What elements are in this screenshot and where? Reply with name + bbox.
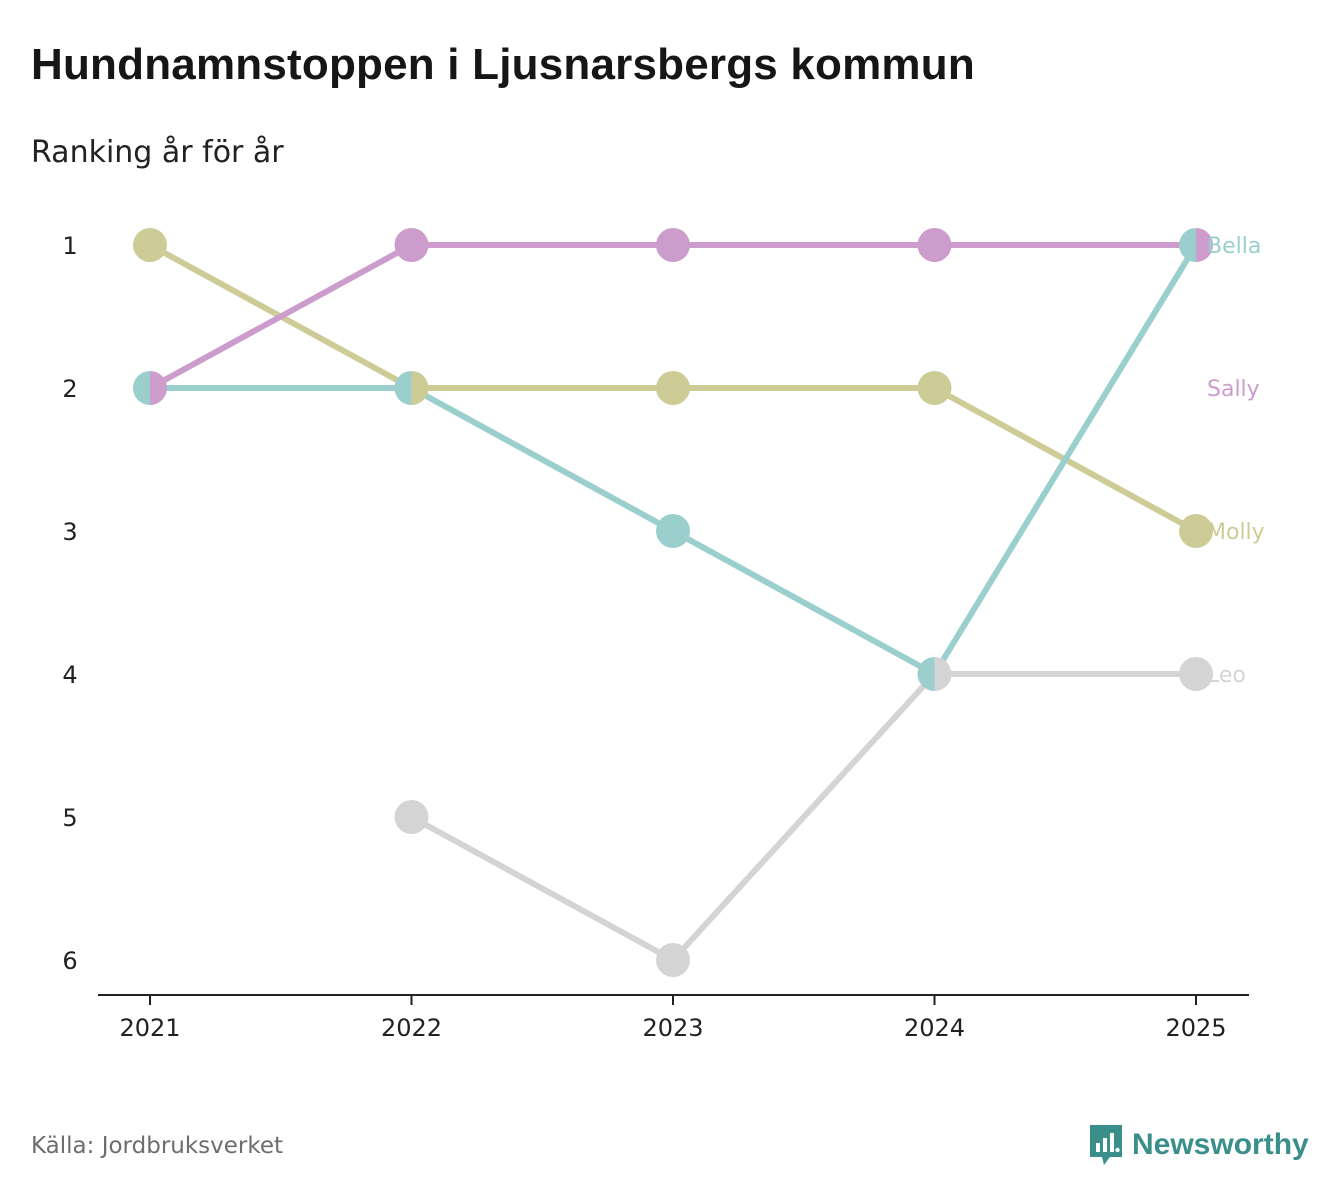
series-sally (147, 242, 1199, 391)
y-tick-label: 6 (62, 947, 77, 975)
series-line-bella (408, 385, 676, 534)
end-label-bella: Bella (1207, 234, 1261, 259)
point-molly[interactable] (917, 371, 952, 405)
brand-name: Newsworthy (1132, 1128, 1309, 1161)
point-sally[interactable] (656, 228, 690, 262)
x-tick-label: 2022 (381, 1014, 442, 1042)
point-sally[interactable] (917, 228, 952, 262)
x-tick-label: 2024 (904, 1014, 965, 1042)
point-bella[interactable] (656, 514, 690, 548)
end-label-sally: Sally (1207, 377, 1260, 402)
end-labels: Bella Sally Molly Leo (1207, 234, 1265, 688)
series-line-leo (408, 814, 676, 963)
end-label-leo: Leo (1207, 663, 1246, 688)
point-sally[interactable] (1196, 228, 1213, 262)
point-molly[interactable] (133, 228, 167, 262)
source-note: Källa: Jordbruksverket (31, 1133, 284, 1159)
series-bella (147, 242, 1199, 677)
brand-logo[interactable]: Newsworthy (1088, 1122, 1309, 1168)
series-line-leo (670, 671, 938, 963)
series-line-bella (931, 242, 1199, 677)
point-molly[interactable] (1179, 514, 1213, 548)
point-sally[interactable] (394, 228, 429, 262)
x-tick-label: 2021 (119, 1014, 180, 1042)
series-layer (133, 228, 1213, 977)
point-sally[interactable] (150, 371, 167, 405)
y-tick-label: 4 (62, 661, 77, 689)
point-bella[interactable] (917, 657, 935, 691)
point-leo[interactable] (394, 800, 429, 834)
point-molly[interactable] (411, 371, 429, 405)
point-bella[interactable] (133, 371, 150, 405)
x-axis: 2021 2022 2023 2024 2025 (98, 994, 1249, 1042)
end-label-molly: Molly (1207, 520, 1265, 545)
y-tick-label: 3 (62, 518, 77, 546)
bump-chart: 1 2 3 4 5 6 2021 2022 2023 2024 2025 Bella Sally Mo… (62, 228, 1265, 1042)
point-leo[interactable] (1179, 657, 1213, 691)
point-molly[interactable] (656, 371, 690, 405)
chart-subtitle: Ranking år för år (31, 135, 284, 170)
point-bella[interactable] (1179, 228, 1196, 262)
point-bella[interactable] (394, 371, 412, 405)
series-line-bella (670, 528, 938, 677)
x-tick-label: 2023 (642, 1014, 703, 1042)
y-tick-label: 2 (62, 375, 77, 403)
y-tick-label: 1 (62, 232, 77, 260)
y-tick-label: 5 (62, 804, 77, 832)
newsworthy-icon (1090, 1125, 1122, 1165)
point-leo[interactable] (934, 657, 952, 691)
x-tick-label: 2025 (1165, 1014, 1226, 1042)
series-line-sally (147, 242, 415, 391)
series-leo (408, 671, 1199, 963)
point-leo[interactable] (656, 943, 690, 977)
chart-title: Hundnamnstoppen i Ljusnarsbergs kommun (31, 40, 975, 89)
y-axis: 1 2 3 4 5 6 (62, 232, 77, 975)
